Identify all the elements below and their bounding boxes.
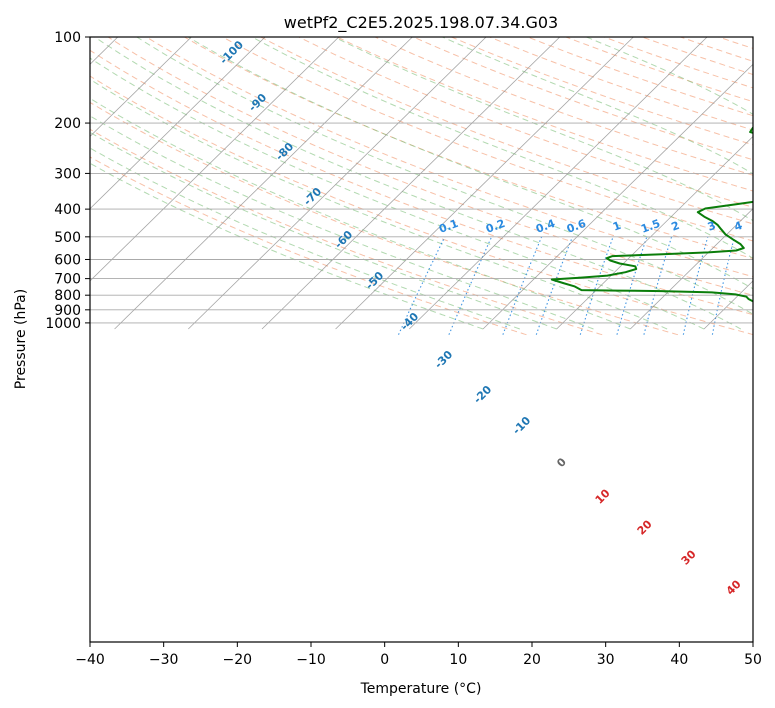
chart-title: wetPf2_C2E5.2025.198.07.34.G03 <box>284 13 558 33</box>
y-tick-label: 100 <box>54 30 81 46</box>
x-tick-label: −20 <box>223 652 253 668</box>
isotherm-line <box>482 63 753 330</box>
dry-adiabat <box>90 75 753 336</box>
isotherm-line <box>90 37 266 210</box>
isotherm-line <box>188 37 487 330</box>
y-tick-label: 800 <box>54 288 81 304</box>
x-tick-label: −40 <box>75 652 105 668</box>
moist-adiabat <box>90 78 668 330</box>
isotherm-line <box>114 37 413 330</box>
mixing-ratio-label: 3 <box>706 219 718 234</box>
y-axis-title: Pressure (hPa) <box>13 289 29 389</box>
y-tick-label: 700 <box>54 272 81 288</box>
x-tick-label: 50 <box>744 652 762 668</box>
dewpoint-profile <box>550 126 753 303</box>
moist-adiabat <box>442 37 753 175</box>
mixing-ratio-label: 2 <box>670 219 682 234</box>
moist-adiabat <box>90 57 705 330</box>
y-tick-label: 1000 <box>45 316 81 332</box>
isotherm-line <box>556 135 753 330</box>
y-tick-label: 300 <box>54 166 81 182</box>
mixing-ratio-label: 0.6 <box>565 217 588 236</box>
isotherm-line <box>90 37 192 137</box>
x-tick-label: −10 <box>296 652 326 668</box>
plot-frame <box>89 36 754 643</box>
mixing-ratio-label: 0.2 <box>484 217 507 236</box>
dry-adiabat <box>297 37 753 208</box>
dry-adiabat <box>90 49 753 316</box>
moist-adiabat <box>90 131 557 330</box>
x-tick-label: −30 <box>149 652 179 668</box>
isotherm-line <box>630 208 753 330</box>
x-tick-label: 30 <box>597 652 615 668</box>
dry-adiabat <box>90 128 603 336</box>
isotherm-line <box>90 37 340 282</box>
isotherm-line <box>409 37 708 330</box>
x-tick-label: 20 <box>523 652 541 668</box>
moist-adiabat <box>90 162 484 330</box>
moist-adiabat <box>136 37 753 315</box>
y-tick-label: 400 <box>54 202 81 218</box>
moist-adiabat <box>94 37 742 330</box>
x-tick-label: 0 <box>380 652 389 668</box>
mixing-ratio-label: 1.5 <box>639 217 662 236</box>
dry-adiabat <box>221 37 753 242</box>
y-tick-label: 200 <box>54 116 81 132</box>
x-tick-label: 40 <box>670 652 688 668</box>
mixing-ratio-label: 0.4 <box>534 217 557 236</box>
y-tick-label: 500 <box>54 230 81 246</box>
isotherm-line <box>261 37 561 330</box>
isotherm-line <box>335 37 634 330</box>
dry-adiabat <box>107 37 753 296</box>
mixing-ratio-label: 0.1 <box>437 217 460 236</box>
mixing-ratio-label: 4 <box>732 219 744 234</box>
moist-adiabat <box>90 97 631 330</box>
y-tick-label: 600 <box>54 252 81 268</box>
moist-adiabat <box>90 147 520 330</box>
x-axis-title: Temperature (°C) <box>360 681 482 697</box>
x-tick-label: 10 <box>449 652 467 668</box>
y-tick-label: 900 <box>54 303 81 319</box>
dry-adiabat <box>90 156 527 336</box>
mixing-ratio-label: 1 <box>611 219 623 234</box>
dry-adiabat <box>374 37 753 176</box>
dry-adiabat <box>90 101 679 336</box>
